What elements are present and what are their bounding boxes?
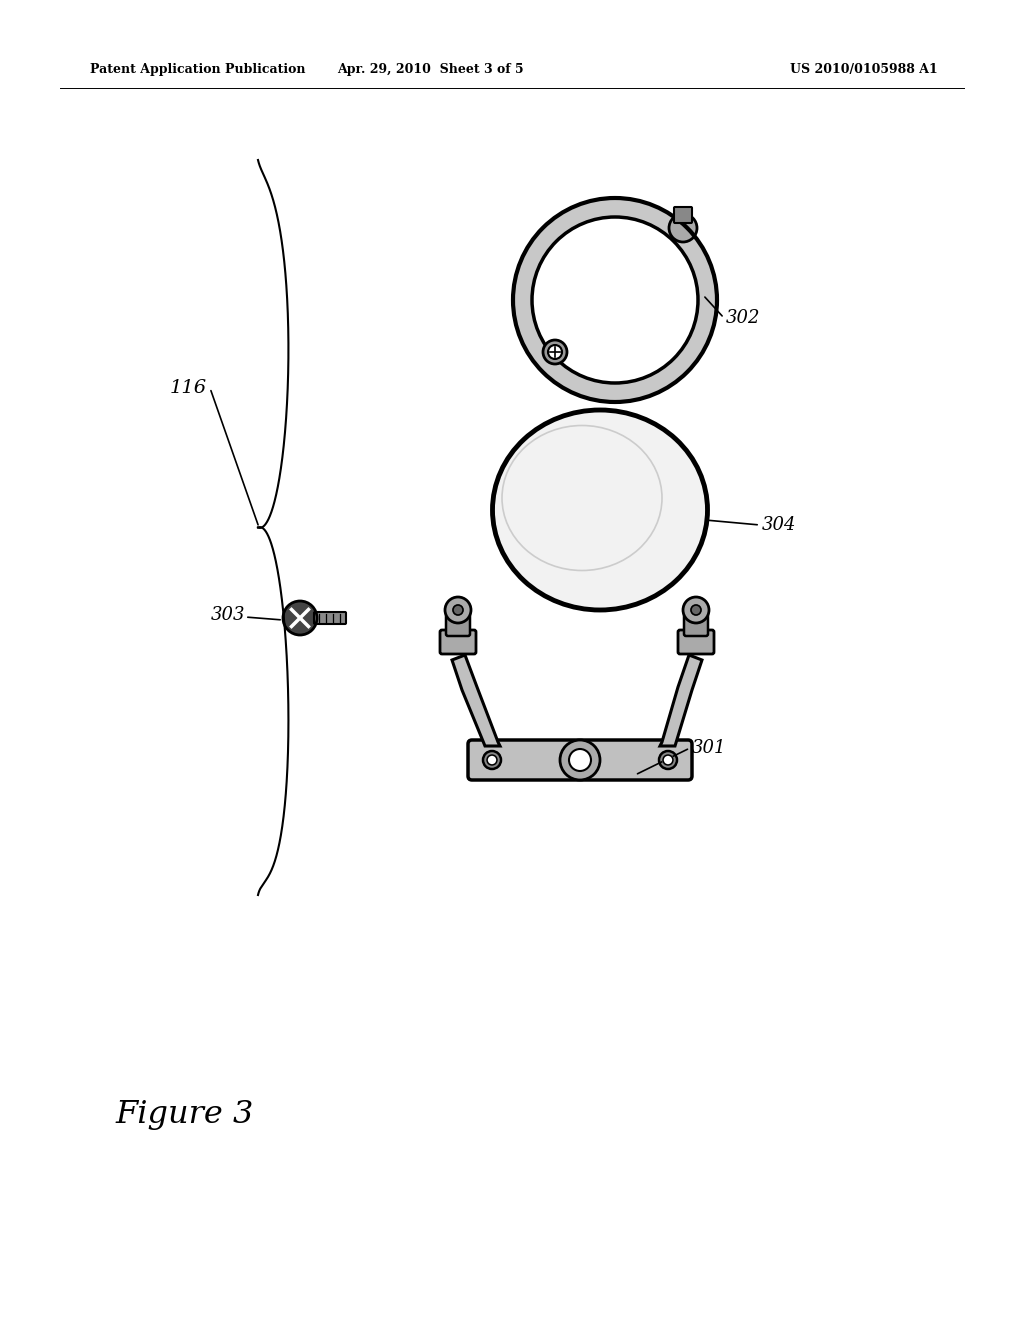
Circle shape — [532, 216, 698, 383]
FancyBboxPatch shape — [440, 630, 476, 653]
Text: 304: 304 — [762, 516, 797, 535]
Circle shape — [283, 601, 317, 635]
FancyBboxPatch shape — [684, 614, 708, 636]
FancyBboxPatch shape — [678, 630, 714, 653]
Text: 116: 116 — [170, 379, 207, 397]
Circle shape — [513, 198, 717, 403]
Circle shape — [569, 748, 591, 771]
Circle shape — [487, 755, 497, 766]
Text: 302: 302 — [726, 309, 761, 327]
Text: Patent Application Publication: Patent Application Publication — [90, 63, 305, 77]
FancyBboxPatch shape — [674, 207, 692, 223]
Circle shape — [543, 341, 567, 364]
Circle shape — [691, 605, 701, 615]
Text: Apr. 29, 2010  Sheet 3 of 5: Apr. 29, 2010 Sheet 3 of 5 — [337, 63, 523, 77]
Text: US 2010/0105988 A1: US 2010/0105988 A1 — [790, 63, 938, 77]
FancyBboxPatch shape — [314, 612, 346, 624]
Text: 301: 301 — [692, 739, 726, 756]
Ellipse shape — [493, 411, 708, 610]
FancyBboxPatch shape — [446, 614, 470, 636]
FancyBboxPatch shape — [468, 741, 692, 780]
Text: 303: 303 — [211, 606, 245, 624]
Circle shape — [445, 597, 471, 623]
Circle shape — [548, 345, 562, 359]
Circle shape — [453, 605, 463, 615]
Polygon shape — [660, 655, 702, 746]
Circle shape — [663, 755, 673, 766]
Text: Figure 3: Figure 3 — [115, 1100, 253, 1130]
Circle shape — [659, 751, 677, 770]
Circle shape — [683, 597, 709, 623]
Circle shape — [669, 214, 697, 242]
Circle shape — [483, 751, 501, 770]
Polygon shape — [452, 655, 500, 746]
Circle shape — [560, 741, 600, 780]
